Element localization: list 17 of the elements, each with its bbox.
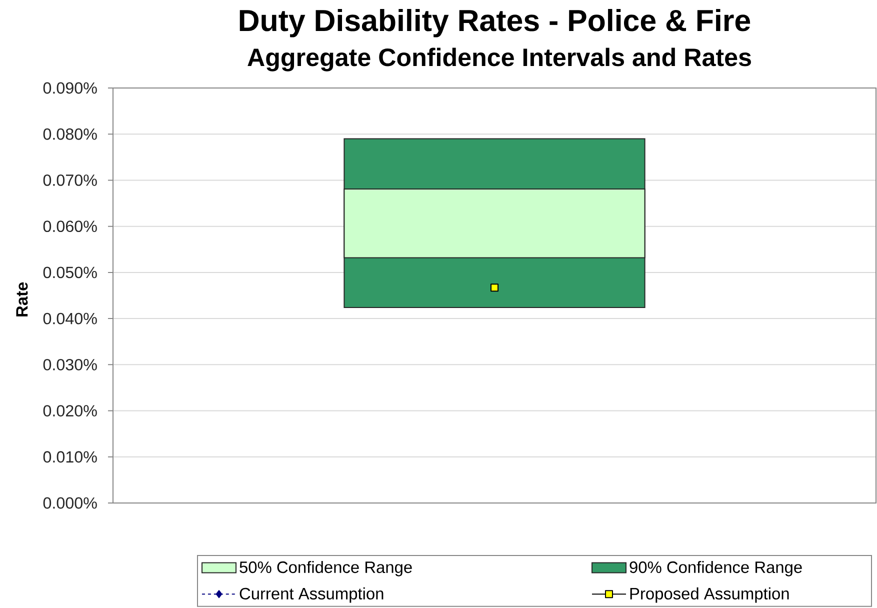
y-tick-label: 0.000% [43, 497, 97, 509]
legend-label: 90% Confidence Range [630, 561, 802, 576]
y-tick-label: 0.080% [43, 128, 97, 140]
y-tick-label: 0.030% [43, 358, 97, 370]
y-tick-label: 0.050% [43, 266, 97, 278]
legend-label: 50% Confidence Range [240, 561, 412, 576]
y-tick-label: 0.010% [43, 451, 97, 463]
chart-subtitle: Aggregate Confidence Intervals and Rates [248, 48, 751, 72]
y-tick-label: 0.060% [43, 220, 97, 232]
legend-label: Proposed Assumption [630, 587, 789, 603]
y-tick-label: 0.040% [43, 312, 97, 324]
y-axis-title: Rate [16, 282, 28, 316]
y-tick-label: 0.070% [43, 174, 97, 186]
y-tick-label: 0.020% [43, 405, 97, 416]
y-tick-label: 0.090% [43, 82, 97, 94]
chart-title: Duty Disability Rates - Police & Fire [240, 8, 750, 38]
legend-label: Current Assumption [240, 587, 384, 603]
